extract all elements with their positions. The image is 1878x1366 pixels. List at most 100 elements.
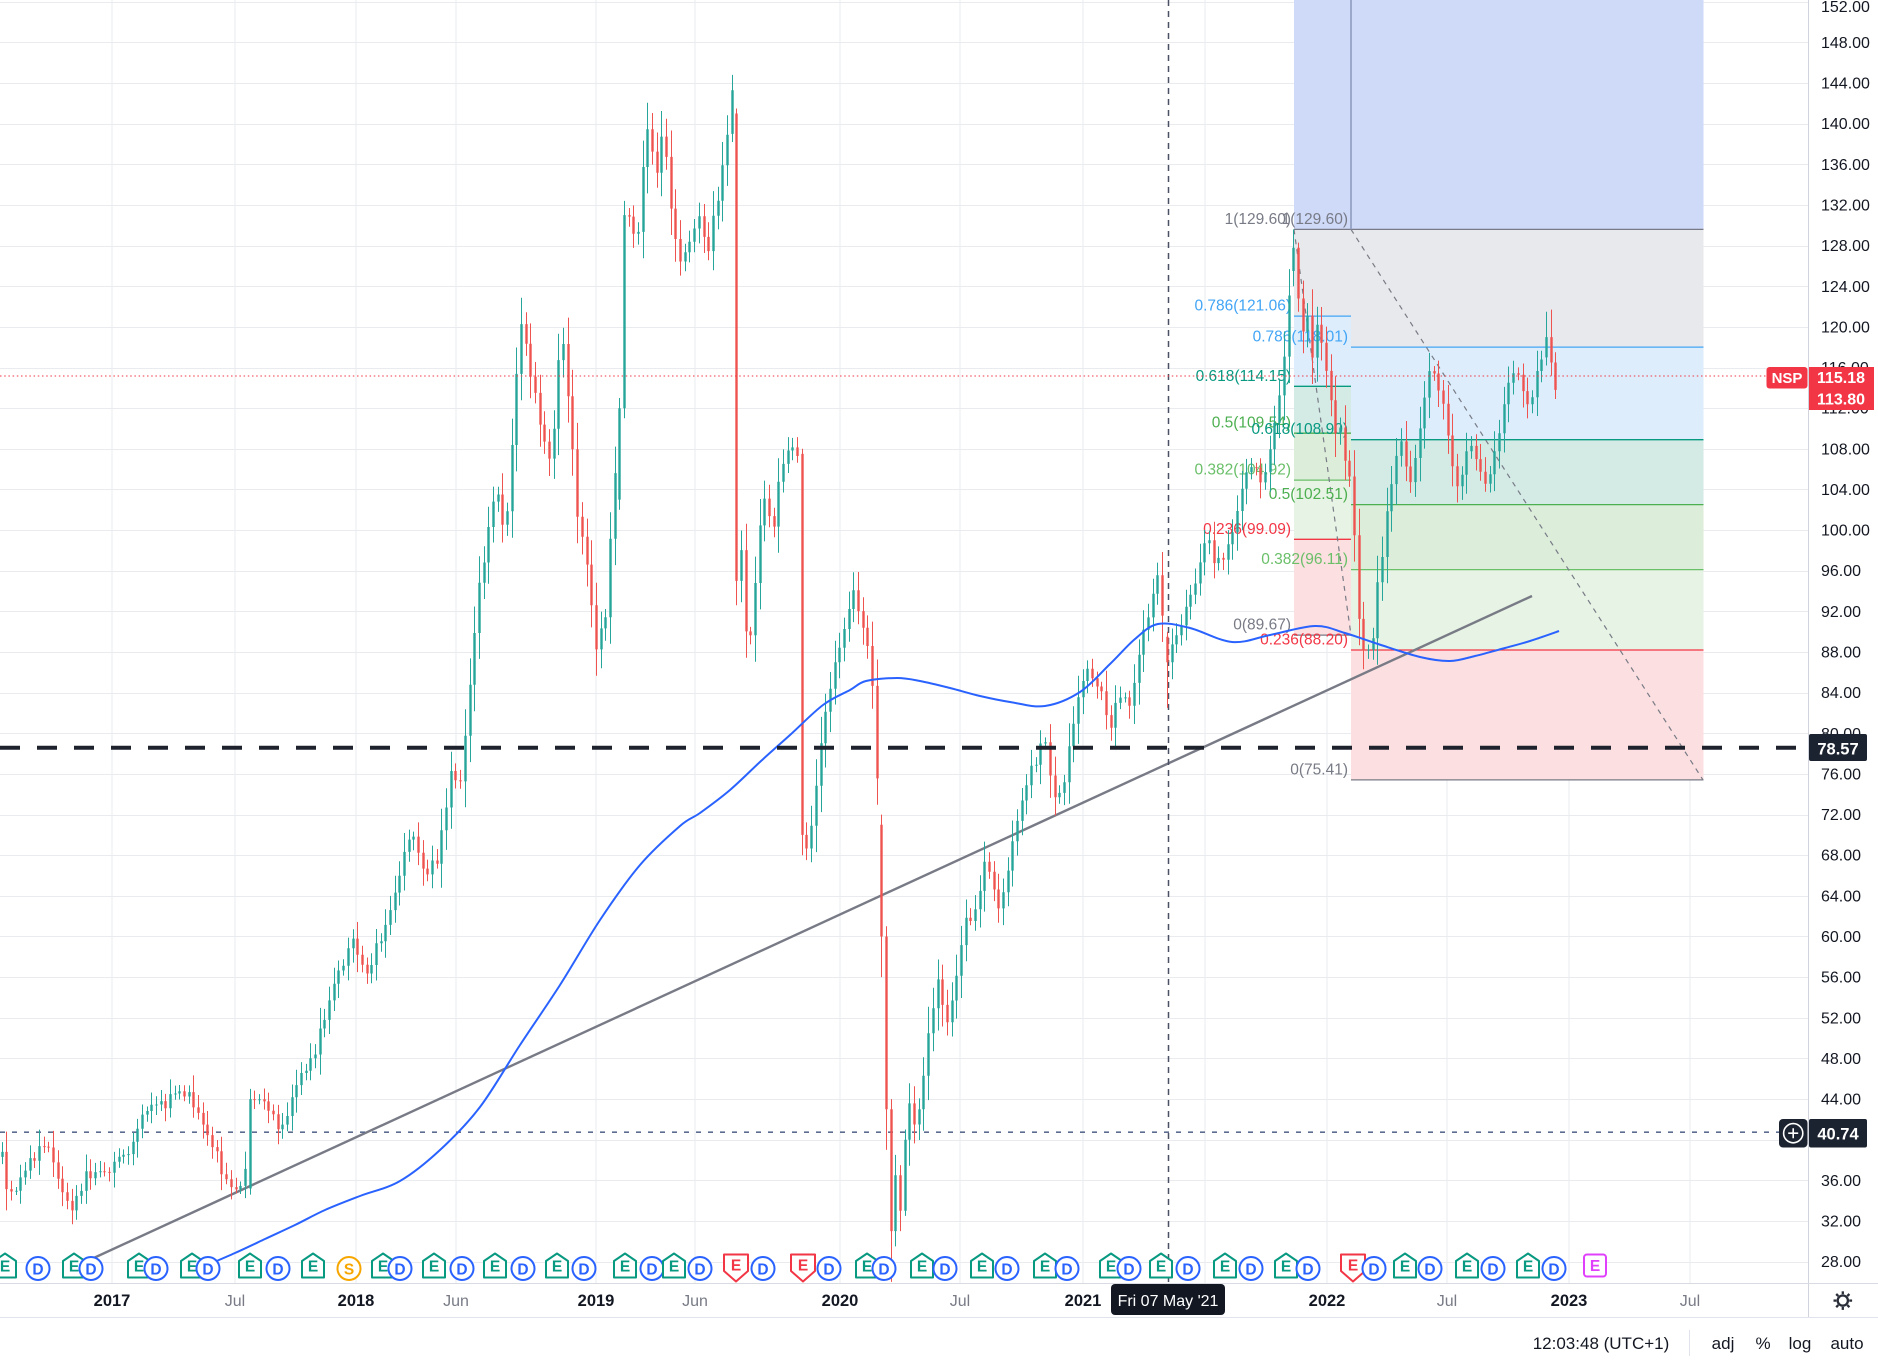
svg-text:D: D [757, 1261, 768, 1278]
svg-text:48.00: 48.00 [1821, 1051, 1861, 1068]
svg-text:92.00: 92.00 [1821, 604, 1861, 621]
svg-text:32.00: 32.00 [1821, 1214, 1861, 1231]
svg-text:D: D [517, 1261, 528, 1278]
svg-text:56.00: 56.00 [1821, 970, 1861, 987]
svg-text:D: D [1368, 1261, 1379, 1278]
svg-text:1(129.60): 1(129.60) [1225, 211, 1291, 228]
svg-text:68.00: 68.00 [1821, 848, 1861, 865]
svg-text:84.00: 84.00 [1821, 685, 1861, 702]
svg-text:E: E [977, 1258, 987, 1275]
svg-text:152.00: 152.00 [1821, 0, 1870, 16]
svg-text:0.236(88.20): 0.236(88.20) [1260, 632, 1348, 649]
svg-text:D: D [456, 1261, 467, 1278]
svg-text:88.00: 88.00 [1821, 645, 1861, 662]
svg-text:%: % [1755, 1334, 1770, 1353]
svg-text:115.18: 115.18 [1817, 370, 1865, 387]
svg-text:D: D [394, 1261, 405, 1278]
svg-text:Jul: Jul [1437, 1293, 1457, 1310]
svg-text:D: D [939, 1261, 950, 1278]
svg-text:NSP: NSP [1772, 370, 1803, 387]
svg-text:E: E [862, 1258, 872, 1275]
svg-text:E: E [1348, 1258, 1358, 1275]
svg-text:D: D [202, 1261, 213, 1278]
svg-text:132.00: 132.00 [1821, 198, 1870, 215]
svg-text:E: E [490, 1258, 500, 1275]
svg-text:2021: 2021 [1065, 1292, 1102, 1310]
svg-text:D: D [823, 1261, 834, 1278]
svg-text:Jun: Jun [682, 1293, 708, 1310]
svg-text:S: S [344, 1261, 354, 1278]
svg-text:E: E [0, 1258, 10, 1275]
svg-text:E: E [1040, 1258, 1050, 1275]
svg-text:E: E [134, 1258, 144, 1275]
svg-text:0.382(96.11): 0.382(96.11) [1261, 551, 1348, 568]
svg-text:108.00: 108.00 [1821, 441, 1870, 458]
svg-text:2018: 2018 [338, 1292, 375, 1310]
svg-text:Jul: Jul [225, 1293, 245, 1310]
svg-text:124.00: 124.00 [1821, 279, 1870, 296]
svg-text:adj: adj [1712, 1334, 1735, 1353]
svg-text:0.382(104.92): 0.382(104.92) [1194, 462, 1291, 479]
svg-text:E: E [1590, 1258, 1600, 1275]
svg-text:104.00: 104.00 [1821, 482, 1870, 499]
svg-text:E: E [1462, 1258, 1472, 1275]
svg-text:D: D [1487, 1261, 1498, 1278]
svg-text:D: D [1245, 1261, 1256, 1278]
svg-text:128.00: 128.00 [1821, 238, 1870, 255]
svg-text:E: E [1400, 1258, 1410, 1275]
svg-text:44.00: 44.00 [1821, 1092, 1861, 1109]
svg-text:D: D [272, 1261, 283, 1278]
svg-text:0.786(121.06): 0.786(121.06) [1194, 298, 1291, 315]
svg-text:136.00: 136.00 [1821, 157, 1870, 174]
svg-text:E: E [552, 1258, 562, 1275]
svg-text:E: E [669, 1258, 679, 1275]
svg-text:0(75.41): 0(75.41) [1290, 761, 1348, 778]
svg-text:2023: 2023 [1551, 1292, 1588, 1310]
svg-text:96.00: 96.00 [1821, 563, 1861, 580]
svg-text:D: D [694, 1261, 705, 1278]
svg-text:Jun: Jun [443, 1293, 469, 1310]
svg-text:120.00: 120.00 [1821, 319, 1870, 336]
svg-text:E: E [187, 1258, 197, 1275]
svg-text:E: E [429, 1258, 439, 1275]
svg-text:36.00: 36.00 [1821, 1173, 1861, 1190]
svg-text:E: E [1106, 1258, 1116, 1275]
svg-text:144.00: 144.00 [1821, 76, 1870, 93]
svg-text:E: E [1220, 1258, 1230, 1275]
svg-text:D: D [1548, 1261, 1559, 1278]
svg-text:0(89.67): 0(89.67) [1233, 617, 1291, 634]
svg-text:D: D [1061, 1261, 1072, 1278]
svg-text:1(129.60): 1(129.60) [1282, 211, 1348, 228]
svg-text:E: E [1281, 1258, 1291, 1275]
svg-text:log: log [1789, 1334, 1812, 1353]
svg-text:D: D [578, 1261, 589, 1278]
svg-text:D: D [646, 1261, 657, 1278]
svg-text:Jul: Jul [1680, 1293, 1700, 1310]
svg-text:0.618(108.90): 0.618(108.90) [1251, 421, 1348, 438]
svg-text:0.5(109.54): 0.5(109.54) [1212, 415, 1291, 432]
svg-text:64.00: 64.00 [1821, 888, 1861, 905]
svg-text:D: D [150, 1261, 161, 1278]
svg-text:0.786(118.01): 0.786(118.01) [1253, 329, 1348, 346]
svg-text:140.00: 140.00 [1821, 116, 1870, 133]
svg-text:E: E [620, 1258, 630, 1275]
svg-text:E: E [245, 1258, 255, 1275]
svg-text:78.57: 78.57 [1817, 741, 1858, 759]
svg-text:2020: 2020 [822, 1292, 859, 1310]
svg-text:auto: auto [1830, 1334, 1863, 1353]
svg-text:E: E [1156, 1258, 1166, 1275]
svg-text:D: D [1123, 1261, 1134, 1278]
svg-text:72.00: 72.00 [1821, 807, 1861, 824]
svg-text:Jul: Jul [950, 1293, 970, 1310]
svg-text:148.00: 148.00 [1821, 35, 1870, 52]
svg-text:28.00: 28.00 [1821, 1254, 1861, 1271]
svg-text:D: D [1182, 1261, 1193, 1278]
svg-text:Fri 07 May '21: Fri 07 May '21 [1118, 1293, 1219, 1310]
svg-text:E: E [69, 1258, 79, 1275]
svg-text:40.74: 40.74 [1817, 1126, 1859, 1144]
svg-text:E: E [378, 1258, 388, 1275]
svg-text:2019: 2019 [578, 1292, 615, 1310]
svg-text:E: E [917, 1258, 927, 1275]
svg-text:0.5(102.51): 0.5(102.51) [1269, 486, 1348, 503]
svg-text:12:03:48 (UTC+1): 12:03:48 (UTC+1) [1533, 1334, 1670, 1353]
